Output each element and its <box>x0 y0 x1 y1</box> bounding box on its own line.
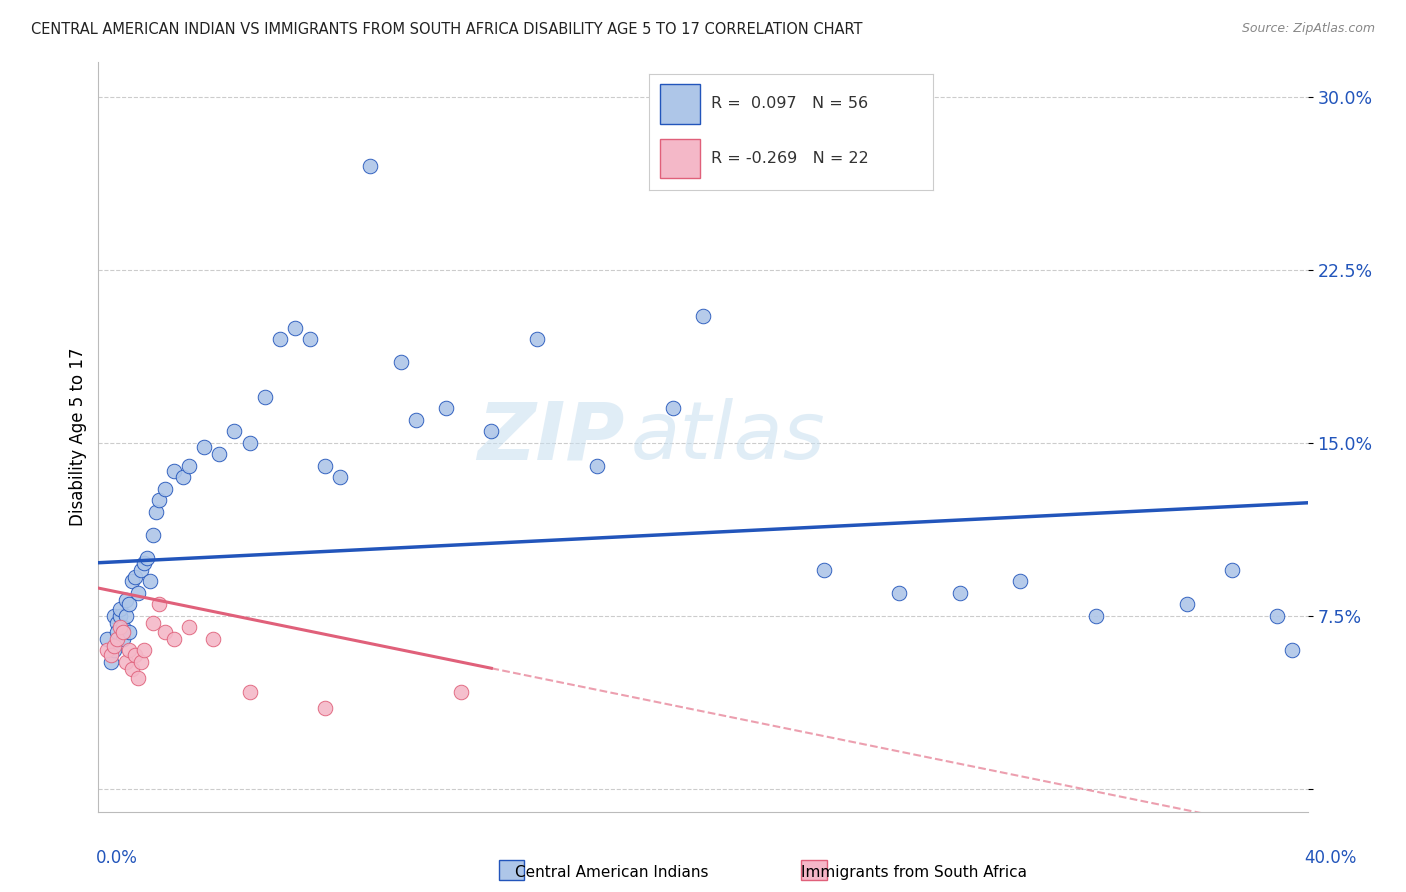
Point <box>586 458 609 473</box>
Point <box>124 569 146 583</box>
Point <box>127 585 149 599</box>
Point <box>193 441 215 455</box>
Point <box>148 597 170 611</box>
Text: atlas: atlas <box>630 398 825 476</box>
Point <box>118 624 141 639</box>
Point <box>100 648 122 662</box>
Point <box>661 401 683 416</box>
Point <box>163 463 186 477</box>
Text: ZIP: ZIP <box>477 398 624 476</box>
Point <box>114 592 136 607</box>
Text: CENTRAL AMERICAN INDIAN VS IMMIGRANTS FROM SOUTH AFRICA DISABILITY AGE 5 TO 17 C: CENTRAL AMERICAN INDIAN VS IMMIGRANTS FR… <box>31 22 862 37</box>
Point <box>132 643 155 657</box>
Point <box>179 458 201 473</box>
Point <box>949 585 972 599</box>
Point <box>208 447 231 461</box>
Point <box>96 632 118 646</box>
Text: Immigrants from South Africa: Immigrants from South Africa <box>801 865 1026 880</box>
Point <box>108 602 131 616</box>
Point <box>1281 643 1303 657</box>
Point <box>405 413 427 427</box>
Point <box>329 470 352 484</box>
Point <box>108 620 131 634</box>
Point <box>434 401 457 416</box>
Point <box>163 632 186 646</box>
Point <box>111 632 134 646</box>
Text: Source: ZipAtlas.com: Source: ZipAtlas.com <box>1241 22 1375 36</box>
Point <box>148 493 170 508</box>
Point <box>129 655 152 669</box>
Point <box>1175 597 1198 611</box>
Point <box>118 643 141 657</box>
Point <box>1267 608 1289 623</box>
Point <box>239 685 262 699</box>
Point <box>139 574 162 589</box>
Point <box>100 655 122 669</box>
Point <box>692 309 714 323</box>
Point <box>103 608 125 623</box>
Point <box>114 608 136 623</box>
Point <box>111 624 134 639</box>
Point <box>114 655 136 669</box>
Point <box>103 643 125 657</box>
Point <box>145 505 167 519</box>
Point <box>1085 608 1108 623</box>
Point <box>96 643 118 657</box>
Point <box>153 482 176 496</box>
Point <box>360 159 382 173</box>
Point <box>103 639 125 653</box>
Point <box>121 662 143 676</box>
Point <box>105 632 128 646</box>
Point <box>239 435 262 450</box>
Text: 40.0%: 40.0% <box>1305 849 1357 867</box>
Y-axis label: Disability Age 5 to 17: Disability Age 5 to 17 <box>69 348 87 526</box>
Point <box>172 470 194 484</box>
Point <box>108 608 131 623</box>
Point <box>132 556 155 570</box>
Point <box>124 648 146 662</box>
Point <box>129 563 152 577</box>
Point <box>1220 563 1243 577</box>
Point <box>253 390 276 404</box>
Point <box>269 332 291 346</box>
Point <box>121 574 143 589</box>
Point <box>105 624 128 639</box>
Point <box>224 425 246 439</box>
Point <box>142 528 165 542</box>
Point <box>450 685 472 699</box>
Point <box>105 615 128 630</box>
Text: Central American Indians: Central American Indians <box>515 865 709 880</box>
Text: 0.0%: 0.0% <box>96 849 138 867</box>
Point <box>135 551 157 566</box>
Point <box>153 624 176 639</box>
Point <box>314 458 336 473</box>
Point <box>1010 574 1032 589</box>
Point <box>481 425 503 439</box>
Point <box>314 701 336 715</box>
Point <box>889 585 911 599</box>
Point <box>179 620 201 634</box>
Point <box>389 355 412 369</box>
Point <box>299 332 322 346</box>
Point <box>118 597 141 611</box>
Point <box>127 671 149 685</box>
Point <box>142 615 165 630</box>
Point <box>284 320 307 334</box>
Point <box>202 632 225 646</box>
Point <box>526 332 548 346</box>
Point <box>813 563 835 577</box>
Point <box>111 620 134 634</box>
